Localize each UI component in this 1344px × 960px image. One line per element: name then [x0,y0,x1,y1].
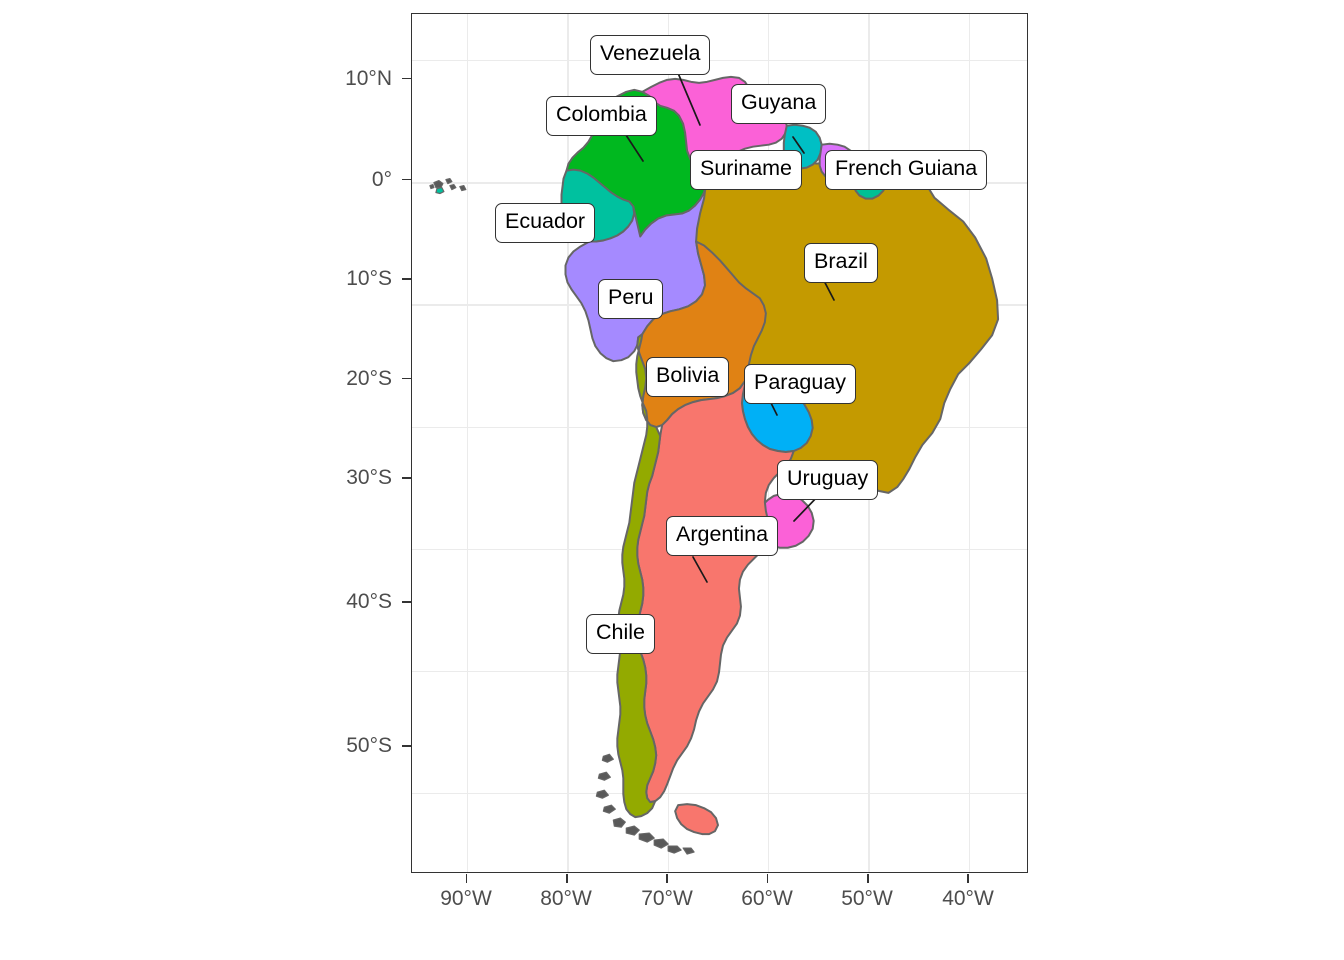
country-label-ecuador[interactable]: Ecuador [495,203,596,243]
y-axis-label-10N: 10°N [345,67,392,90]
country-label-peru[interactable]: Peru [598,279,664,319]
x-tick-mark [465,874,468,883]
x-axis-label-90W: 90°W [440,887,492,910]
y-tick-mark [402,601,411,603]
x-tick-mark [766,874,769,883]
map-panel [411,13,1028,873]
country-label-uruguay[interactable]: Uruguay [777,460,879,500]
x-tick-mark [566,874,568,883]
gridline-vertical [467,14,469,872]
y-axis-label-20S: 20°S [346,367,392,390]
x-axis-label-70W: 70°W [641,887,693,910]
region-argentina[interactable] [636,372,795,836]
y-tick-mark [402,278,411,280]
x-axis-label-50W: 50°W [841,887,893,910]
country-label-guyana[interactable]: Guyana [731,84,827,124]
y-axis-label-40S: 40°S [346,590,392,613]
x-axis-label-60W: 60°W [741,887,793,910]
gridline-horizontal [412,793,1027,795]
country-label-french-guiana[interactable]: French Guiana [825,150,988,190]
x-axis-label-40W: 40°W [942,887,994,910]
region-southern-islets [595,753,695,855]
y-tick-mark [402,178,411,181]
x-tick-mark [867,874,869,883]
y-tick-mark [402,377,411,380]
y-tick-mark [402,745,411,747]
country-label-paraguay[interactable]: Paraguay [744,364,857,404]
gridline-horizontal [412,60,1027,62]
y-tick-mark [402,77,411,80]
region-galapagos [429,178,467,195]
x-tick-mark [666,874,668,883]
country-label-colombia[interactable]: Colombia [546,96,657,136]
country-label-chile[interactable]: Chile [586,614,655,654]
y-axis-label-10S: 10°S [346,267,392,290]
y-axis-label-30S: 30°S [346,466,392,489]
country-label-argentina[interactable]: Argentina [666,516,779,556]
country-label-brazil[interactable]: Brazil [804,243,878,283]
y-tick-mark [402,477,411,479]
gridline-vertical [968,14,971,872]
country-label-venezuela[interactable]: Venezuela [590,35,711,75]
country-polygons [429,75,1000,855]
x-tick-mark [967,874,969,883]
gridline-vertical [567,14,569,872]
region-chile[interactable] [616,333,662,819]
x-axis-label-80W: 80°W [540,887,592,910]
y-axis-label-0: 0° [371,168,392,191]
country-label-bolivia[interactable]: Bolivia [646,357,730,397]
y-axis-label-50S: 50°S [346,734,392,757]
country-label-suriname[interactable]: Suriname [690,150,803,190]
